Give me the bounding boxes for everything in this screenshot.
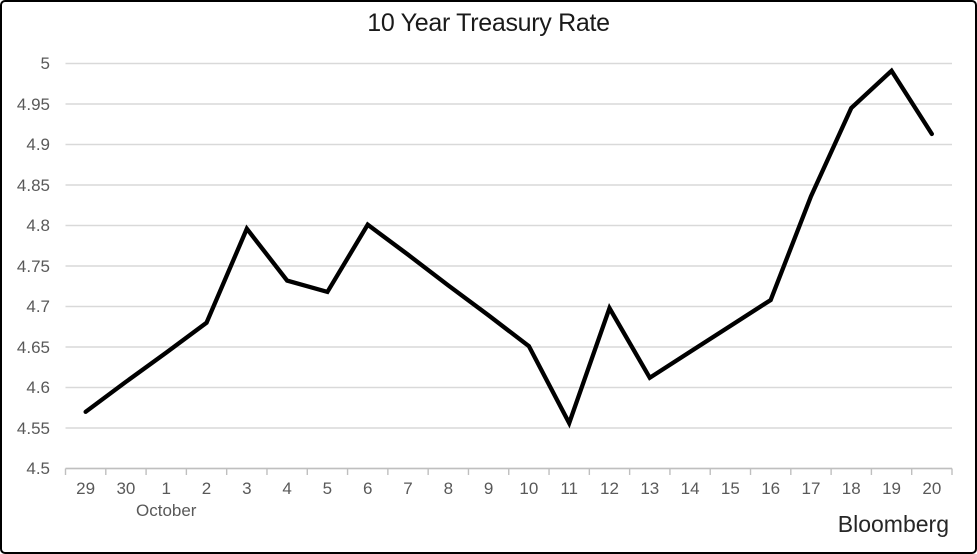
x-tick-label: 2: [201, 479, 212, 498]
x-tick-label: 18: [841, 479, 861, 498]
y-tick-label: 4.75: [16, 256, 50, 276]
x-tick-label: 7: [403, 479, 413, 498]
y-tick-label: 4.85: [16, 175, 50, 195]
x-tick-label: 6: [362, 479, 373, 498]
y-tick-label: 4.65: [16, 337, 50, 357]
y-tick-label: 4.9: [26, 135, 50, 154]
source-label: Bloomberg: [837, 511, 949, 537]
y-tick-label: 4.7: [26, 297, 50, 316]
x-tick-label: 19: [882, 479, 901, 498]
y-tick-label: 4.95: [16, 94, 50, 114]
x-tick-label: 15: [720, 479, 740, 498]
treasury-rate-line: [83, 67, 935, 429]
y-tick-label: 4.55: [16, 418, 50, 438]
x-tick-label: 20: [922, 479, 942, 498]
x-tick-label: 3: [242, 479, 252, 498]
x-tick-label: 16: [761, 479, 781, 498]
x-tick-label: 13: [640, 479, 660, 498]
x-tick-label: 1: [161, 479, 171, 498]
x-tick-label: 9: [483, 479, 494, 498]
chart-title: 10 Year Treasury Rate: [367, 9, 610, 37]
x-tick-label: 8: [443, 479, 454, 498]
x-tick-label: 11: [560, 479, 579, 498]
x-tick-label: 4: [282, 479, 292, 498]
x-tick-label: 5: [322, 479, 333, 498]
x-tick-label: 30: [116, 479, 136, 498]
y-tick-label: 4.6: [26, 378, 50, 397]
x-tick-label: 12: [600, 479, 619, 498]
y-tick-label: 4.8: [26, 216, 50, 235]
x-tick-label: 17: [801, 479, 821, 498]
x-tick-label: 10: [519, 479, 539, 498]
month-label: October: [135, 501, 197, 520]
y-tick-label: 4.5: [26, 459, 50, 478]
x-tick-label: 29: [76, 479, 96, 498]
x-tick-label: 14: [680, 479, 700, 498]
y-tick-label: 5: [40, 54, 50, 73]
